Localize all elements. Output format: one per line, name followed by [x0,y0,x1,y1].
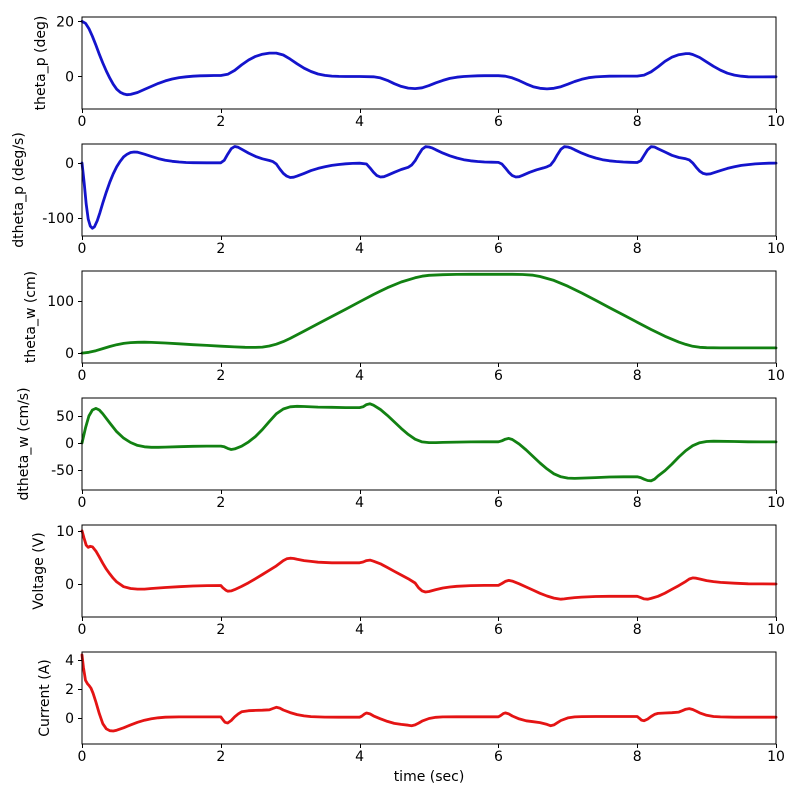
x-tick-label: 0 [78,622,87,638]
x-tick-label: 2 [216,495,225,511]
subplot-voltage: 0 2 4 6 8 10 0 10 Voltage (V) [31,524,785,638]
current-line [80,653,778,733]
subplot-current: 0 2 4 6 8 10 0 2 4 Current (A) [37,651,785,765]
theta_w-ylabel: theta_w (cm) [23,271,39,363]
x-tick-label: 2 [216,241,225,257]
y-tick-label: 2 [65,682,74,698]
x-tick-label: 2 [216,368,225,384]
y-tick-label: 4 [65,653,74,669]
y-tick-label: 100 [47,294,74,310]
dtheta_p-ylabel: dtheta_p (deg/s) [11,132,27,248]
x-tick-label: 8 [633,114,642,130]
current-ylabel: Current (A) [37,659,53,737]
y-tick-label: -50 [51,463,74,479]
y-tick-label: 50 [56,409,74,425]
x-axis-label: time (sec) [394,769,465,785]
x-tick-label: 10 [767,114,785,130]
y-tick-label: 0 [65,156,74,172]
x-tick-label: 0 [78,495,87,511]
x-tick-label: 2 [216,749,225,765]
x-tick-label: 6 [494,622,503,638]
x-tick-label: 10 [767,241,785,257]
x-tick-label: 4 [355,368,364,384]
axis-frame [81,16,777,110]
y-tick-label: 0 [65,436,74,452]
y-tick-label: 0 [65,711,74,727]
x-tick-label: 6 [494,114,503,130]
x-tick-label: 4 [355,622,364,638]
x-tick-label: 6 [494,241,503,257]
x-tick-label: 10 [767,495,785,511]
voltage-line [80,529,778,601]
y-tick-label: -100 [42,211,74,227]
x-tick-label: 6 [494,749,503,765]
subplot-theta_p: 0 2 4 6 8 10 0 20 theta_p (deg) [33,14,785,130]
y-tick-label: 0 [65,346,74,362]
dtheta_w-line [80,402,778,483]
x-tick-label: 8 [633,495,642,511]
axis-frame [81,651,777,745]
dtheta_w-ylabel: dtheta_w (cm/s) [16,387,32,500]
axis-frame [81,524,777,618]
x-tick-label: 2 [216,622,225,638]
theta_p-line [80,20,778,97]
x-tick-label: 0 [78,241,87,257]
x-tick-label: 6 [494,495,503,511]
x-tick-label: 4 [355,749,364,765]
y-tick-label: 0 [65,577,74,593]
y-tick-label: 0 [65,69,74,85]
x-tick-label: 0 [78,114,87,130]
x-tick-label: 10 [767,622,785,638]
theta_w-line [80,272,778,355]
voltage-ylabel: Voltage (V) [31,532,47,609]
y-tick-label: 10 [56,524,74,540]
x-tick-label: 10 [767,749,785,765]
x-tick-label: 8 [633,368,642,384]
x-tick-label: 4 [355,495,364,511]
axis-frame [81,270,777,364]
x-tick-label: 6 [494,368,503,384]
x-tick-label: 4 [355,114,364,130]
x-tick-label: 0 [78,368,87,384]
x-tick-label: 4 [355,241,364,257]
x-tick-label: 8 [633,749,642,765]
x-tick-label: 2 [216,114,225,130]
theta_p-ylabel: theta_p (deg) [33,16,49,111]
x-tick-label: 0 [78,749,87,765]
x-tick-label: 8 [633,241,642,257]
y-tick-label: 20 [56,14,74,30]
x-tick-label: 10 [767,368,785,384]
axis-frame [81,143,777,237]
x-tick-label: 8 [633,622,642,638]
dtheta_p-line [80,145,778,230]
